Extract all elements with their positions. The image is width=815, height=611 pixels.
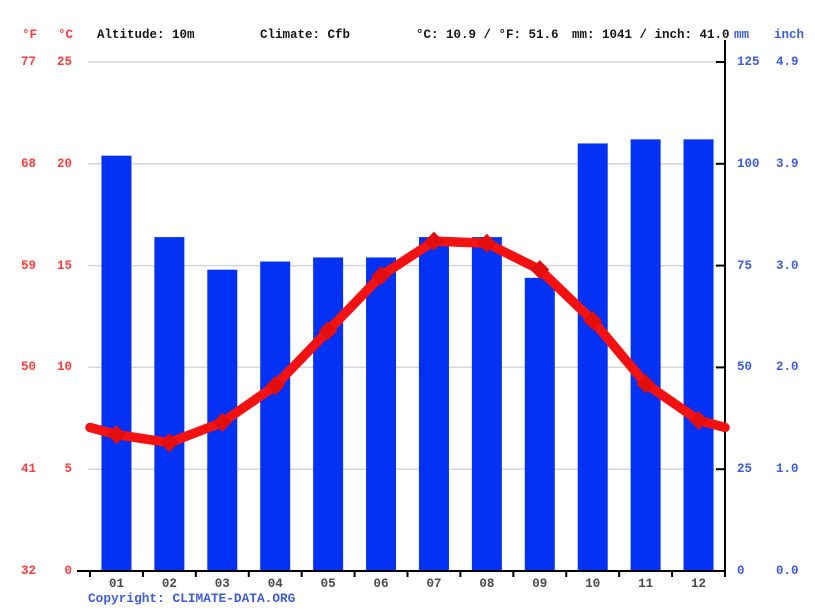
temperature-line <box>85 236 730 448</box>
month-label: 04 <box>267 577 283 591</box>
month-label: 10 <box>585 577 601 591</box>
temperature-marker <box>265 376 285 396</box>
celsius-tick-label: 10 <box>56 360 72 375</box>
fahrenheit-tick-label: 50 <box>20 360 36 375</box>
celsius-tick-label: 0 <box>64 564 72 578</box>
month-label: 11 <box>638 577 654 591</box>
altitude-label: Altitude: 10m <box>97 28 195 42</box>
fahrenheit-tick-label: 77 <box>20 55 36 69</box>
temperature-marker <box>371 266 391 286</box>
mm-tick-label: 50 <box>737 360 753 375</box>
temperature-marker <box>689 410 709 430</box>
mm-tick-label: 100 <box>737 156 760 171</box>
precip-bar <box>366 257 397 571</box>
fahrenheit-tick-label: 32 <box>20 564 36 578</box>
precip-bar <box>101 155 132 571</box>
month-label: 09 <box>532 577 548 591</box>
temperature-marker <box>106 425 126 445</box>
month-label: 06 <box>373 577 389 591</box>
climate-classification-label: Climate: Cfb <box>260 28 351 42</box>
celsius-axis-title: °C <box>58 28 74 42</box>
temperature-marker <box>212 412 232 432</box>
fahrenheit-tick-label: 59 <box>20 258 36 273</box>
precip-bar <box>683 139 714 572</box>
precip-bar <box>154 237 185 571</box>
temperature-marker <box>530 260 550 280</box>
temperature-marker <box>318 321 338 341</box>
precip-bar <box>630 139 661 572</box>
month-label: 02 <box>161 577 177 591</box>
inch-tick-label: 0.0 <box>776 564 799 578</box>
inch-tick-label: 3.0 <box>776 258 799 273</box>
precip-bar <box>313 257 344 571</box>
precip-bar <box>418 237 449 571</box>
temperature-marker <box>159 433 179 453</box>
precip-bar <box>471 237 502 571</box>
inch-tick-label: 4.9 <box>776 55 799 69</box>
celsius-tick-label: 5 <box>64 462 72 477</box>
fahrenheit-axis-title: °F <box>22 28 38 42</box>
temperature-marker <box>477 233 497 253</box>
mm-tick-label: 125 <box>737 55 760 69</box>
inch-tick-label: 1.0 <box>776 462 799 477</box>
inch-axis-title: inch <box>774 28 805 42</box>
temperature-summary: °C: 10.9 / °F: 51.6 <box>416 28 559 42</box>
mm-tick-label: 75 <box>737 258 753 273</box>
month-label: 01 <box>108 577 124 591</box>
month-label: 07 <box>426 577 442 591</box>
celsius-tick-label: 20 <box>56 156 72 171</box>
celsius-tick-label: 25 <box>56 55 72 69</box>
precip-bar <box>577 143 608 571</box>
mm-tick-label: 25 <box>737 462 753 477</box>
copyright-link[interactable]: CLIMATE-DATA.ORG <box>172 591 296 606</box>
month-label: 05 <box>320 577 336 591</box>
mm-axis-title: mm <box>734 28 750 42</box>
temperature-marker <box>424 231 444 251</box>
mm-tick-label: 0 <box>737 564 745 578</box>
month-label: 12 <box>691 577 707 591</box>
fahrenheit-tick-label: 41 <box>20 462 36 477</box>
month-label: 08 <box>479 577 495 591</box>
inch-tick-label: 2.0 <box>776 360 799 375</box>
copyright-label: Copyright: <box>88 591 173 606</box>
fahrenheit-tick-label: 68 <box>20 156 36 171</box>
precip-bar <box>260 261 291 571</box>
celsius-tick-label: 15 <box>56 258 72 273</box>
inch-tick-label: 3.9 <box>776 156 799 171</box>
temperature-marker <box>583 311 603 331</box>
precipitation-summary: mm: 1041 / inch: 41.0 <box>572 28 730 42</box>
precip-bar <box>524 277 555 571</box>
temperature-marker <box>636 374 656 394</box>
copyright: Copyright: CLIMATE-DATA.ORG <box>88 591 295 606</box>
month-label: 03 <box>214 577 230 591</box>
